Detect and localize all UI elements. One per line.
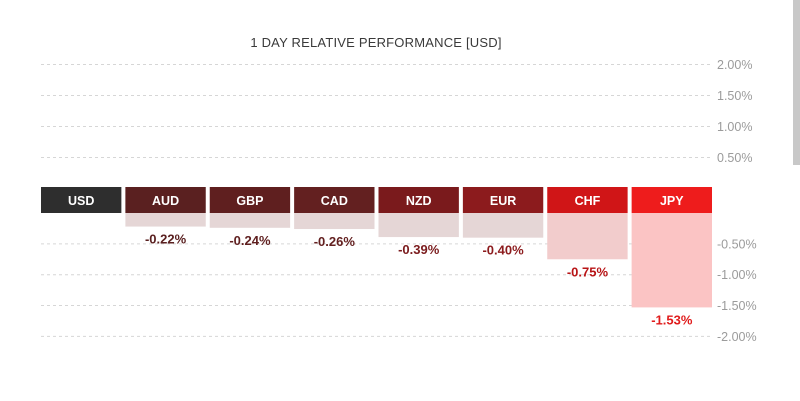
header-label-nzd: NZD xyxy=(406,194,432,208)
bar-cad xyxy=(294,213,375,230)
header-label-aud: AUD xyxy=(152,194,179,208)
header-nzd xyxy=(378,187,459,213)
bars xyxy=(125,213,712,308)
value-label-gbp: -0.24% xyxy=(229,233,271,248)
value-label-nzd: -0.39% xyxy=(398,242,440,257)
y-tick-label: -1.50% xyxy=(717,299,757,313)
bar-nzd xyxy=(378,213,459,238)
y-tick-label: 0.50% xyxy=(717,151,752,165)
y-axis-ticks: 2.00% 1.50% 1.00% 0.50% -0.50% -1.00% -1.50% -2… xyxy=(717,58,757,344)
header-usd xyxy=(41,187,122,213)
header-cad xyxy=(294,187,375,213)
header-label-chf: CHF xyxy=(575,194,601,208)
header-eur xyxy=(462,187,544,213)
y-tick-label: 1.50% xyxy=(717,89,752,103)
value-label-chf: -0.75% xyxy=(567,264,609,279)
value-label-eur: -0.40% xyxy=(482,243,524,258)
header-label-cad: CAD xyxy=(321,194,348,208)
y-tick-label: -2.00% xyxy=(717,330,757,344)
bar-gbp xyxy=(209,213,291,228)
bar-aud xyxy=(125,213,206,227)
chart-title: 1 DAY RELATIVE PERFORMANCE [USD] xyxy=(250,35,501,50)
header-chf xyxy=(547,187,628,213)
header-aud xyxy=(125,187,206,213)
value-label-cad: -0.26% xyxy=(314,234,356,249)
value-label-aud: -0.22% xyxy=(145,232,187,247)
header-label-eur: EUR xyxy=(490,194,516,208)
y-tick-label: -0.50% xyxy=(717,237,757,251)
y-tick-label: 2.00% xyxy=(717,58,752,72)
header-label-usd: USD xyxy=(68,194,94,208)
value-label-jpy: -1.53% xyxy=(651,312,693,327)
bar-jpy xyxy=(631,213,712,308)
bar-chf xyxy=(547,213,628,260)
y-tick-label: -1.00% xyxy=(717,268,757,282)
currency-headers: USD AUD GBP CAD NZD EUR CHF JPY xyxy=(41,187,712,213)
value-labels: -0.22% -0.24% -0.26% -0.39% -0.40% -0.75% -1.5… xyxy=(145,232,693,328)
bar-eur xyxy=(462,213,544,238)
header-label-jpy: JPY xyxy=(660,194,684,208)
header-label-gbp: GBP xyxy=(236,194,263,208)
y-tick-label: 1.00% xyxy=(717,120,752,134)
header-gbp xyxy=(209,187,291,213)
page-scrollbar[interactable] xyxy=(793,0,800,165)
header-jpy xyxy=(631,187,712,213)
